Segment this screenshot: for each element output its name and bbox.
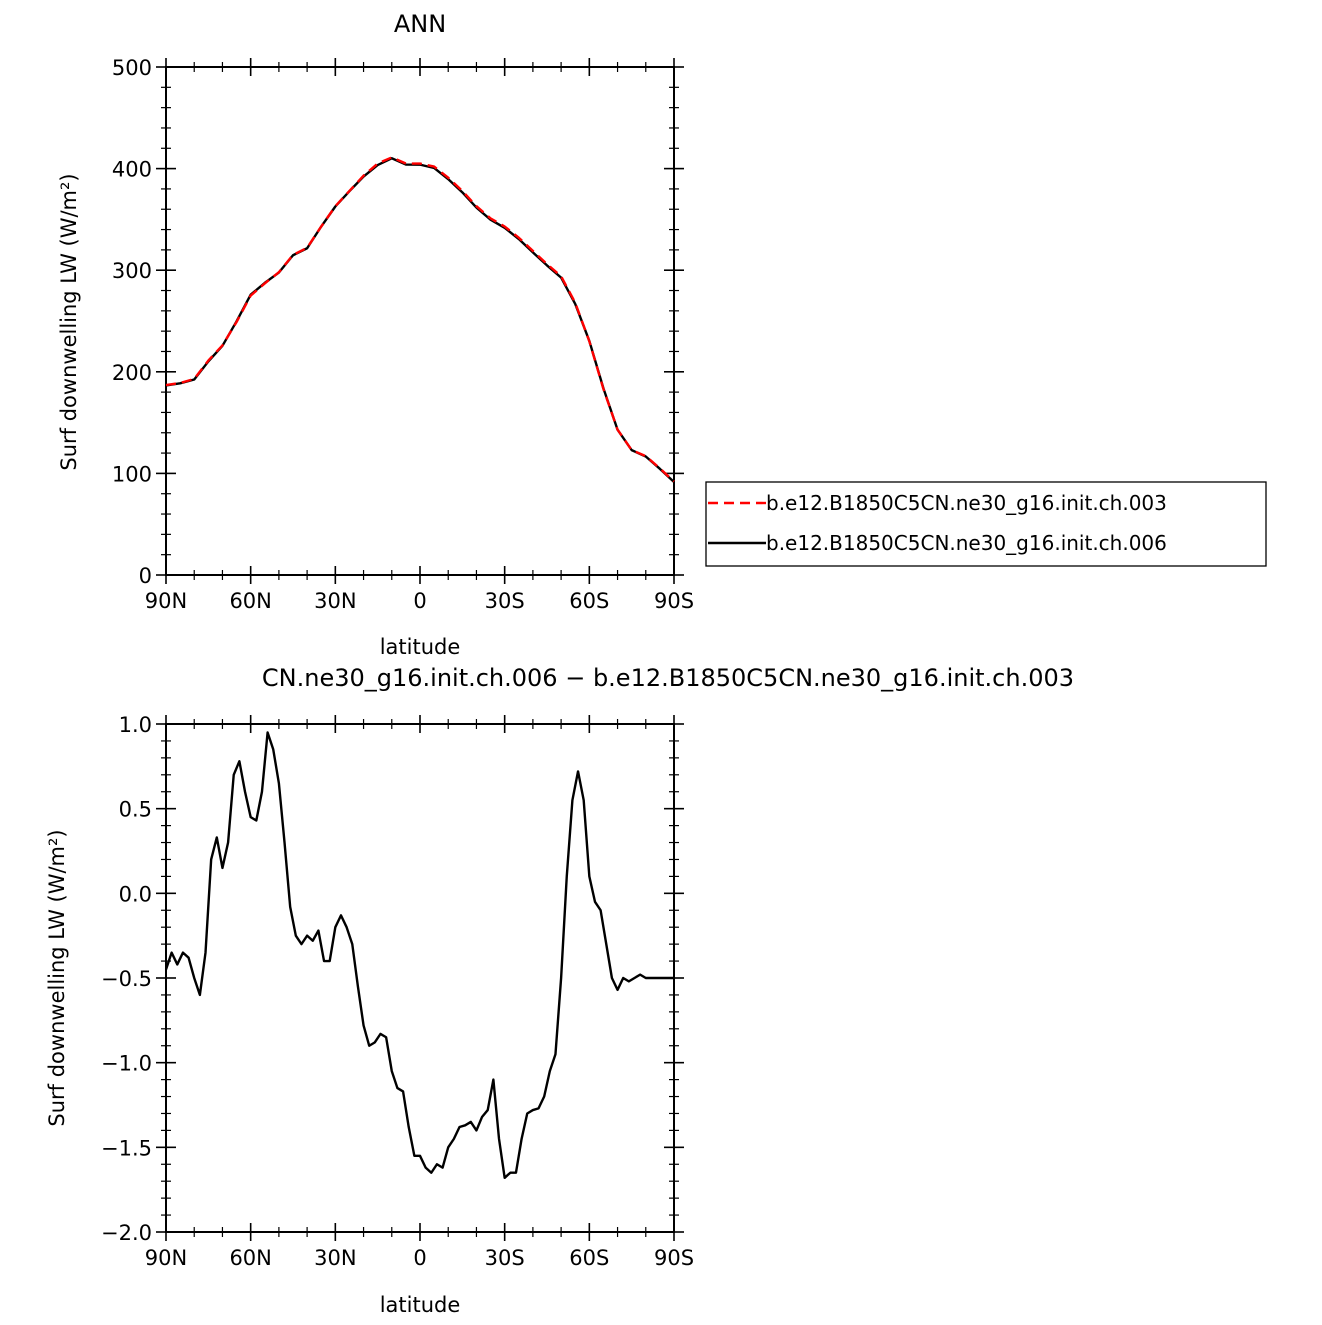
top-xtick-label: 90N: [145, 589, 187, 613]
top-ytick-label: 100: [112, 462, 152, 486]
bottom-xtick-label: 60N: [229, 1246, 271, 1270]
top-frame: [165, 66, 675, 576]
legend: b.e12.B1850C5CN.ne30_g16.init.ch.003 b.e…: [705, 481, 1267, 567]
bottom-plot-area: 90N 60N 30N 0 30S 60S 90S −2.0 −1.5 −1.0 −0.5 0.0 0.…: [101, 713, 694, 1270]
top-title: ANN: [394, 10, 446, 38]
bottom-ytick-label: 0.5: [119, 798, 152, 822]
bottom-ylabel: Surf downwelling LW (W/m²): [45, 829, 69, 1126]
top-panel: ANN 90N 60N 30N 0 30S 60S 90S0100200300400500 …: [57, 10, 694, 659]
bottom-title: CN.ne30_g16.init.ch.006 − b.e12.B1850C5C…: [262, 664, 1074, 692]
bottom-xtick-label: 30S: [485, 1246, 525, 1270]
bottom-ytick-label: 0.0: [119, 882, 152, 906]
top-ytick-label: 500: [112, 56, 152, 80]
top-xtick-label: 90S: [654, 589, 694, 613]
top-series-line-1: [165, 157, 675, 483]
legend-label-006: b.e12.B1850C5CN.ne30_g16.init.ch.006: [766, 531, 1167, 555]
top-ytick-label: 0: [139, 564, 152, 588]
legend-box: [705, 481, 1267, 567]
bottom-ytick-label: −1.0: [101, 1052, 152, 1076]
top-ylabel: Surf downwelling LW (W/m²): [57, 173, 81, 470]
top-xtick-label: 60S: [569, 589, 609, 613]
bottom-ytick-label: 1.0: [119, 713, 152, 737]
bottom-ytick-label: −2.0: [101, 1221, 152, 1245]
bottom-xtick-label: 30N: [314, 1246, 356, 1270]
bottom-xlabel: latitude: [380, 1293, 461, 1317]
top-xtick-label: 0: [413, 589, 426, 613]
bottom-xtick-label: 90N: [145, 1246, 187, 1270]
bottom-ytick-label: −1.5: [101, 1136, 152, 1160]
bottom-xtick-label: 90S: [654, 1246, 694, 1270]
top-xtick-label: 30S: [485, 589, 525, 613]
top-xtick-label: 30N: [314, 589, 356, 613]
bottom-xtick-label: 60S: [569, 1246, 609, 1270]
top-ytick-label: 300: [112, 259, 152, 283]
bottom-series-line-0: [164, 731, 674, 1180]
bottom-ytick-label: −0.5: [101, 967, 152, 991]
top-xlabel: latitude: [380, 635, 461, 659]
top-ytick-label: 200: [112, 361, 152, 385]
top-xtick-label: 60N: [229, 589, 271, 613]
legend-label-003: b.e12.B1850C5CN.ne30_g16.init.ch.003: [766, 491, 1167, 515]
bottom-xtick-label: 0: [413, 1246, 426, 1270]
top-ytick-label: 400: [112, 158, 152, 182]
bottom-panel: CN.ne30_g16.init.ch.006 − b.e12.B1850C5C…: [45, 664, 1074, 1317]
top-plot-area: 90N 60N 30N 0 30S 60S 90S 0 100 200 300 400 500: [112, 56, 694, 613]
top-series-line-0: [165, 156, 675, 483]
